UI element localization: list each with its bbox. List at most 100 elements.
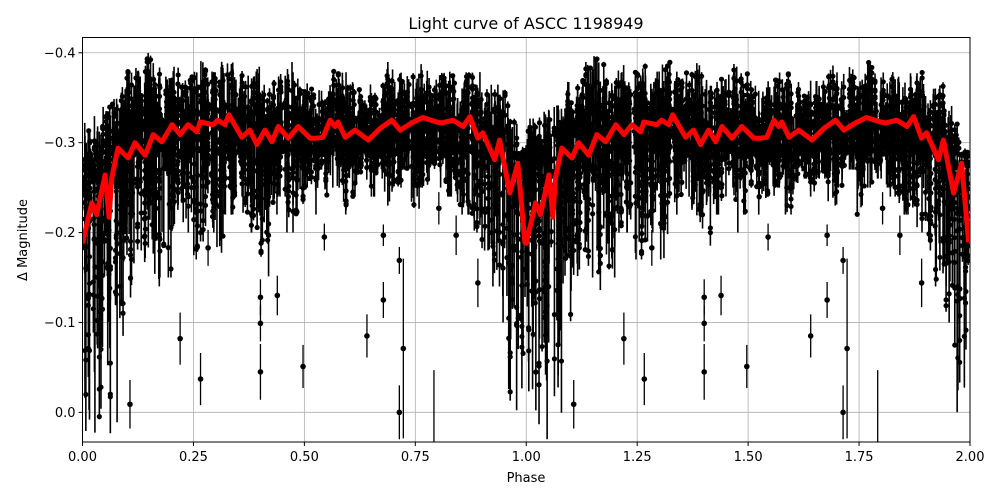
observation-point <box>278 102 283 107</box>
observation-point <box>370 143 375 148</box>
observation-point <box>139 93 144 98</box>
observation-point <box>340 178 345 183</box>
observation-point <box>286 112 291 117</box>
observation-point <box>223 175 228 180</box>
observation-point <box>508 119 513 124</box>
observation-point <box>526 325 531 330</box>
observation-point <box>568 312 573 317</box>
observation-point <box>286 207 291 212</box>
observation-point <box>556 236 561 241</box>
observation-point <box>430 126 435 131</box>
observation-point <box>347 117 352 122</box>
observation-point <box>439 144 444 149</box>
observation-point <box>139 98 144 103</box>
observation-point <box>560 127 565 132</box>
observation-point <box>249 111 254 116</box>
isolated-point <box>127 401 133 407</box>
observation-point <box>430 140 435 145</box>
observation-point <box>386 154 391 159</box>
observation-point <box>556 211 561 216</box>
observation-point <box>385 77 390 82</box>
observation-point <box>128 247 133 252</box>
observation-point <box>537 120 542 125</box>
observation-point <box>368 95 373 100</box>
observation-point <box>91 216 96 221</box>
observation-point <box>135 184 140 189</box>
observation-point <box>500 241 505 246</box>
observation-point <box>133 75 138 80</box>
observation-point <box>110 145 115 150</box>
observation-point <box>188 109 193 114</box>
observation-point <box>129 189 134 194</box>
isolated-point <box>397 410 403 416</box>
observation-point <box>463 106 468 111</box>
observation-point <box>205 152 210 157</box>
observation-point <box>405 94 410 99</box>
observation-point <box>472 95 477 100</box>
observation-point <box>320 141 325 146</box>
observation-point <box>168 266 173 271</box>
isolated-point <box>436 205 442 211</box>
observation-point <box>203 203 208 208</box>
observation-point <box>490 182 495 187</box>
isolated-point <box>205 245 211 251</box>
observation-point <box>286 188 291 193</box>
observation-point <box>121 238 126 243</box>
observation-point <box>400 99 405 104</box>
observation-point <box>409 104 414 109</box>
observation-point <box>358 94 363 99</box>
observation-point <box>357 87 362 92</box>
observation-point <box>527 162 532 167</box>
observation-point <box>93 151 98 156</box>
observation-point <box>437 97 442 102</box>
isolated-point <box>364 333 370 339</box>
observation-point <box>373 109 378 114</box>
observation-point <box>135 221 140 226</box>
observation-point <box>217 151 222 156</box>
observation-point <box>111 110 116 115</box>
observation-point <box>411 74 416 79</box>
observation-point <box>205 162 210 167</box>
observation-point <box>144 183 149 188</box>
observation-point <box>161 243 166 248</box>
observation-point <box>139 210 144 215</box>
observation-point <box>260 238 265 243</box>
observation-point <box>157 171 162 176</box>
observation-point <box>533 278 538 283</box>
observation-point <box>560 207 565 212</box>
observation-point <box>560 243 565 248</box>
observation-point <box>409 128 414 133</box>
observation-point <box>552 156 557 161</box>
observation-point <box>294 209 299 214</box>
observation-point <box>534 155 539 160</box>
observation-point <box>430 108 435 113</box>
observation-point <box>126 199 131 204</box>
observation-point <box>294 109 299 114</box>
observation-point <box>450 73 455 78</box>
observation-point <box>180 108 185 113</box>
observation-point <box>314 140 319 145</box>
observation-point <box>316 165 321 170</box>
observation-point <box>527 125 532 130</box>
observation-point <box>129 257 134 262</box>
isolated-point <box>177 336 183 342</box>
isolated-point <box>381 232 387 238</box>
observation-point <box>398 178 403 183</box>
observation-point <box>86 156 91 161</box>
isolated-point <box>258 321 264 327</box>
observation-point <box>385 162 390 167</box>
observation-point <box>286 194 291 199</box>
observation-point <box>139 105 144 110</box>
observation-point <box>409 164 414 169</box>
observation-point <box>205 82 210 87</box>
observation-point <box>386 113 391 118</box>
observation-point <box>420 144 425 149</box>
observation-point <box>373 170 378 175</box>
observation-point <box>335 156 340 161</box>
observation-point <box>144 124 149 129</box>
observation-point <box>329 93 334 98</box>
observation-point <box>309 175 314 180</box>
observation-point <box>128 276 133 281</box>
observation-point <box>303 166 308 171</box>
observation-point <box>358 169 363 174</box>
